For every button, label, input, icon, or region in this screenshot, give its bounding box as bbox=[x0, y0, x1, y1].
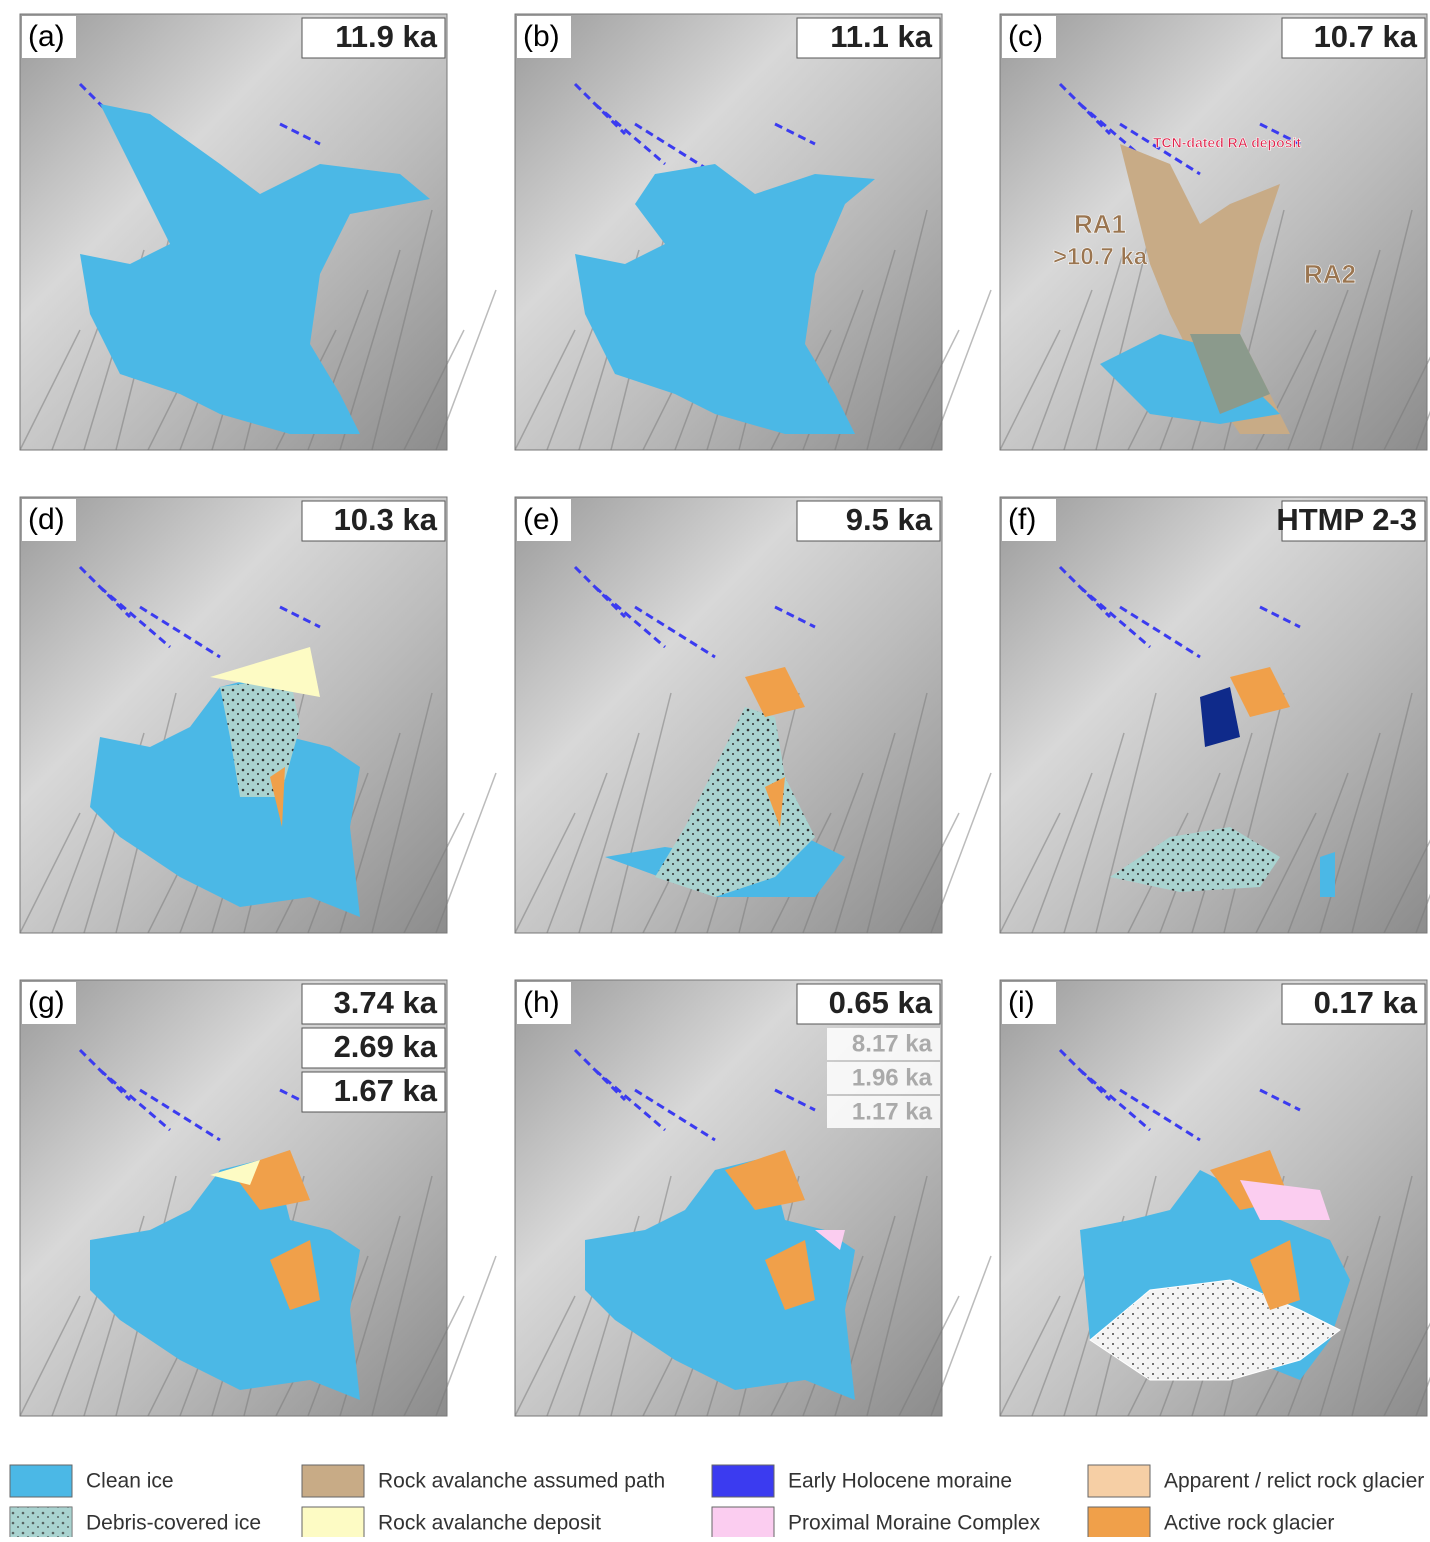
legend-swatch bbox=[712, 1507, 774, 1537]
map-panel: (g) 3.74 ka 2.69 ka 1.67 ka bbox=[20, 980, 496, 1416]
age-label: 0.65 ka bbox=[829, 985, 933, 1020]
secondary-age-label: 1.96 ka bbox=[852, 1064, 933, 1091]
panel-label: (e) bbox=[523, 503, 560, 536]
map-panel: (h) 0.65 ka 8.17 ka 1.96 ka 1.17 ka bbox=[515, 980, 991, 1416]
panel-label: (h) bbox=[523, 986, 560, 1019]
map-panel: (b) 11.1 ka bbox=[515, 14, 991, 450]
age-label: 9.5 ka bbox=[846, 502, 933, 537]
map-panel: (e) 9.5 ka bbox=[515, 497, 991, 933]
map-annotation: RA2 bbox=[1304, 259, 1356, 289]
map-panel: (c) 10.7 ka TCN-dated RA deposit RA1 >10.7 k… bbox=[1000, 14, 1430, 450]
panel-label: (g) bbox=[28, 986, 65, 1019]
legend-label: Rock avalanche deposit bbox=[378, 1512, 601, 1535]
map-panel: (i) 0.17 ka bbox=[1000, 980, 1430, 1416]
map-panel: (f) HTMP 2-3 bbox=[1000, 497, 1430, 933]
legend-swatch bbox=[302, 1507, 364, 1537]
legend-label: Early Holocene moraine bbox=[788, 1470, 1012, 1493]
age-label: 10.7 ka bbox=[1314, 19, 1418, 54]
age-label: 3.74 ka bbox=[334, 985, 438, 1020]
legend-label: Proximal Moraine Complex bbox=[788, 1512, 1041, 1535]
age-label: 11.1 ka bbox=[830, 19, 932, 54]
panel-label: (f) bbox=[1008, 503, 1036, 536]
legend-swatch-tint bbox=[10, 1507, 72, 1537]
age-label: 0.17 ka bbox=[1314, 985, 1418, 1020]
secondary-age-label: 1.17 ka bbox=[852, 1098, 933, 1125]
secondary-age-label: 8.17 ka bbox=[852, 1030, 933, 1057]
map-annotation: >10.7 ka bbox=[1053, 243, 1148, 270]
age-label: 10.3 ka bbox=[334, 502, 438, 537]
legend-label: Apparent / relict rock glacier bbox=[1164, 1470, 1424, 1493]
map-panel: (d) 10.3 ka bbox=[20, 497, 496, 933]
age-label: HTMP 2-3 bbox=[1276, 502, 1417, 537]
legend-swatch bbox=[1088, 1465, 1150, 1497]
map-annotation: TCN-dated RA deposit bbox=[1153, 135, 1301, 151]
panel-label: (a) bbox=[28, 20, 65, 53]
legend-label: Active rock glacier bbox=[1164, 1512, 1334, 1535]
map-annotation: RA1 bbox=[1074, 209, 1126, 239]
legend-label: Debris-covered ice bbox=[86, 1512, 261, 1535]
legend-swatch bbox=[712, 1465, 774, 1497]
legend-swatch bbox=[1088, 1507, 1150, 1537]
figure: (a) 11.9 ka (b) 11.1 ka (c) 10.7 ka TCN-dated … bbox=[0, 0, 1430, 1537]
legend-swatch bbox=[302, 1465, 364, 1497]
panel-label: (b) bbox=[523, 20, 560, 53]
age-label: 1.67 ka bbox=[334, 1073, 438, 1108]
legend-swatch bbox=[10, 1465, 72, 1497]
panel-label: (d) bbox=[28, 503, 65, 536]
age-label: 2.69 ka bbox=[334, 1029, 438, 1064]
panel-label: (c) bbox=[1008, 20, 1043, 53]
legend-label: Clean ice bbox=[86, 1470, 174, 1493]
legend-label: Rock avalanche assumed path bbox=[378, 1470, 665, 1493]
map-unit bbox=[1320, 852, 1335, 897]
panel-label: (i) bbox=[1008, 986, 1035, 1019]
age-label: 11.9 ka bbox=[335, 19, 437, 54]
map-panel: (a) 11.9 ka bbox=[20, 14, 496, 450]
